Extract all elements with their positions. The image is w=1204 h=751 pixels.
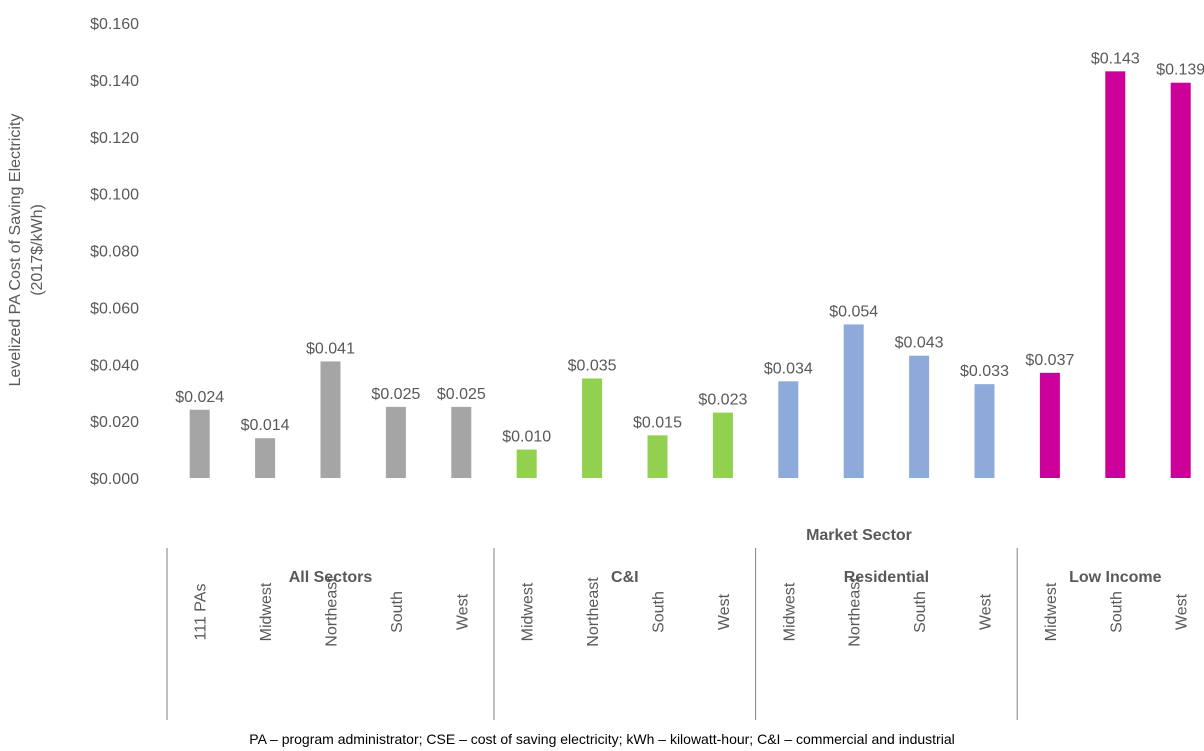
y-tick-label: $0.160 xyxy=(90,16,139,33)
y-axis-title-line: (2017$/kWh) xyxy=(29,204,46,296)
data-label: $0.014 xyxy=(241,417,290,434)
data-label: $0.037 xyxy=(1025,352,1074,369)
bar xyxy=(712,412,733,478)
y-tick-label: $0.120 xyxy=(90,130,139,147)
category-labels: 111 PAs Midwest Northeast South West Midwest N… xyxy=(193,577,1191,647)
x-axis-title: Market Sector xyxy=(806,527,912,544)
data-label: $0.139 xyxy=(1156,62,1204,79)
bar xyxy=(320,361,341,478)
bar xyxy=(385,406,406,478)
data-label: $0.015 xyxy=(633,414,682,431)
category-label: Northeast xyxy=(847,577,864,647)
category-label: West xyxy=(716,593,733,630)
bar xyxy=(255,438,276,478)
category-label: Northeast xyxy=(585,577,602,647)
y-tick-label: $0.000 xyxy=(90,471,139,488)
data-label: $0.025 xyxy=(437,386,486,403)
bar xyxy=(582,378,603,478)
data-label: $0.023 xyxy=(698,392,747,409)
group-label: All Sectors xyxy=(289,569,373,586)
data-label: $0.034 xyxy=(764,360,813,377)
bar xyxy=(451,406,472,478)
group-separators xyxy=(166,548,1018,720)
bars xyxy=(189,71,1191,478)
category-label: Midwest xyxy=(258,582,275,641)
bar xyxy=(1039,372,1060,478)
y-axis-ticks: $0.000 $0.020 $0.040 $0.060 $0.080 $0.100 $0.1… xyxy=(90,16,139,488)
data-label: $0.043 xyxy=(895,335,944,352)
category-label: Midwest xyxy=(781,582,798,641)
category-label: Northeast xyxy=(324,577,341,647)
y-tick-label: $0.040 xyxy=(90,357,139,374)
data-label: $0.033 xyxy=(960,363,1009,380)
data-label: $0.041 xyxy=(306,340,355,357)
category-label: Midwest xyxy=(1043,582,1060,641)
data-label: $0.024 xyxy=(175,389,224,406)
category-label: 111 PAs xyxy=(193,584,210,641)
category-label: South xyxy=(1108,591,1125,633)
bar xyxy=(1170,82,1191,478)
bar-chart: Levelized PA Cost of Saving Electricity (… xyxy=(7,16,1204,720)
y-axis-title-line: Levelized PA Cost of Saving Electricity xyxy=(7,114,24,387)
bar xyxy=(909,355,930,478)
category-label: West xyxy=(978,593,995,630)
group-label: C&I xyxy=(611,569,639,586)
data-label: $0.010 xyxy=(502,429,551,446)
y-tick-label: $0.020 xyxy=(90,414,139,431)
bar xyxy=(516,449,537,478)
y-axis-title-text: Levelized PA Cost of Saving Electricity (… xyxy=(7,114,46,387)
y-tick-label: $0.140 xyxy=(90,73,139,90)
bar xyxy=(647,435,668,478)
category-label: South xyxy=(389,591,406,633)
bar xyxy=(974,384,995,478)
bar xyxy=(843,324,864,478)
data-label: $0.035 xyxy=(568,357,617,374)
category-label: South xyxy=(912,591,929,633)
y-tick-label: $0.080 xyxy=(90,244,139,261)
footnote: PA – program administrator; CSE – cost o… xyxy=(249,731,955,747)
category-label: South xyxy=(651,591,668,633)
data-label: $0.054 xyxy=(829,303,878,320)
bar xyxy=(189,409,210,478)
group-label: Low Income xyxy=(1069,569,1162,586)
y-tick-label: $0.060 xyxy=(90,300,139,317)
y-tick-label: $0.100 xyxy=(90,187,139,204)
data-label: $0.143 xyxy=(1091,50,1140,67)
category-label: Midwest xyxy=(520,582,537,641)
category-label: West xyxy=(454,593,471,630)
category-label: West xyxy=(1174,593,1191,630)
value-labels: $0.024 $0.014 $0.041 $0.025 $0.025 $0.010 $0.0… xyxy=(175,50,1204,445)
data-label: $0.025 xyxy=(371,386,420,403)
bar xyxy=(778,381,799,478)
group-label: Residential xyxy=(844,569,929,586)
group-labels: All Sectors C&I Residential Low Income xyxy=(289,569,1162,586)
bar xyxy=(1105,71,1126,478)
y-axis-title: Levelized PA Cost of Saving Electricity (… xyxy=(7,114,46,387)
